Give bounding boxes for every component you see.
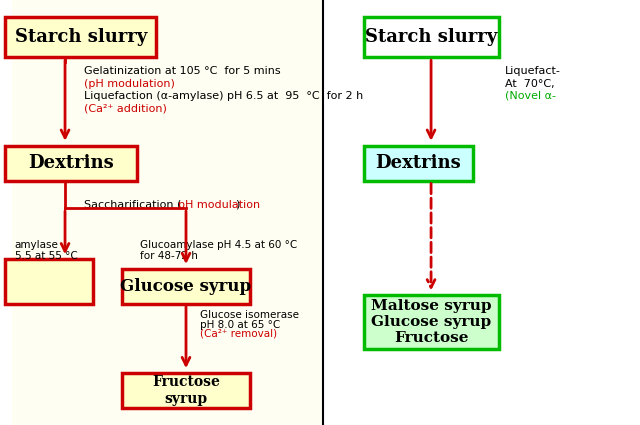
Text: Glucose syrup: Glucose syrup <box>120 278 252 295</box>
Text: At  70°C,: At 70°C, <box>505 79 554 89</box>
FancyBboxPatch shape <box>364 295 499 348</box>
Text: for 48-72 h: for 48-72 h <box>140 251 198 261</box>
Text: Dextrins: Dextrins <box>28 154 114 172</box>
Text: Saccharification (: Saccharification ( <box>84 200 181 210</box>
Text: Liquefaction (α-amylase) pH 6.5 at  95  °C  for 2 h: Liquefaction (α-amylase) pH 6.5 at 95 °C… <box>84 91 363 101</box>
FancyBboxPatch shape <box>5 146 138 181</box>
Text: (Ca²⁺ addition): (Ca²⁺ addition) <box>84 103 167 113</box>
Text: (Novel α-: (Novel α- <box>505 91 556 101</box>
Text: Maltose syrup
Glucose syrup
Fructose: Maltose syrup Glucose syrup Fructose <box>371 299 492 345</box>
FancyBboxPatch shape <box>122 269 250 304</box>
Text: 5.5 at 55 °C: 5.5 at 55 °C <box>15 251 77 261</box>
FancyBboxPatch shape <box>5 259 93 304</box>
Text: Starch slurry: Starch slurry <box>15 28 147 46</box>
Text: Fructose
syrup: Fructose syrup <box>152 375 220 406</box>
Text: Glucoamylase pH 4.5 at 60 °C: Glucoamylase pH 4.5 at 60 °C <box>140 240 298 250</box>
Text: Dextrins: Dextrins <box>376 154 461 172</box>
Text: Starch slurry: Starch slurry <box>365 28 497 46</box>
Text: (Ca²⁺ removal): (Ca²⁺ removal) <box>200 329 277 339</box>
Text: ): ) <box>235 200 239 210</box>
Text: Glucose isomerase: Glucose isomerase <box>200 310 299 320</box>
Text: pH 8.0 at 65 °C: pH 8.0 at 65 °C <box>200 320 280 330</box>
FancyBboxPatch shape <box>122 373 250 408</box>
Text: Liquefact-: Liquefact- <box>505 66 561 76</box>
Text: Gelatinization at 105 °C  for 5 mins: Gelatinization at 105 °C for 5 mins <box>84 66 280 76</box>
Text: amylase: amylase <box>15 240 59 250</box>
Text: pH modulation: pH modulation <box>178 200 260 210</box>
FancyBboxPatch shape <box>12 0 323 425</box>
FancyBboxPatch shape <box>5 17 156 57</box>
FancyBboxPatch shape <box>364 17 499 57</box>
Text: (pH modulation): (pH modulation) <box>84 79 175 89</box>
FancyBboxPatch shape <box>364 146 474 181</box>
